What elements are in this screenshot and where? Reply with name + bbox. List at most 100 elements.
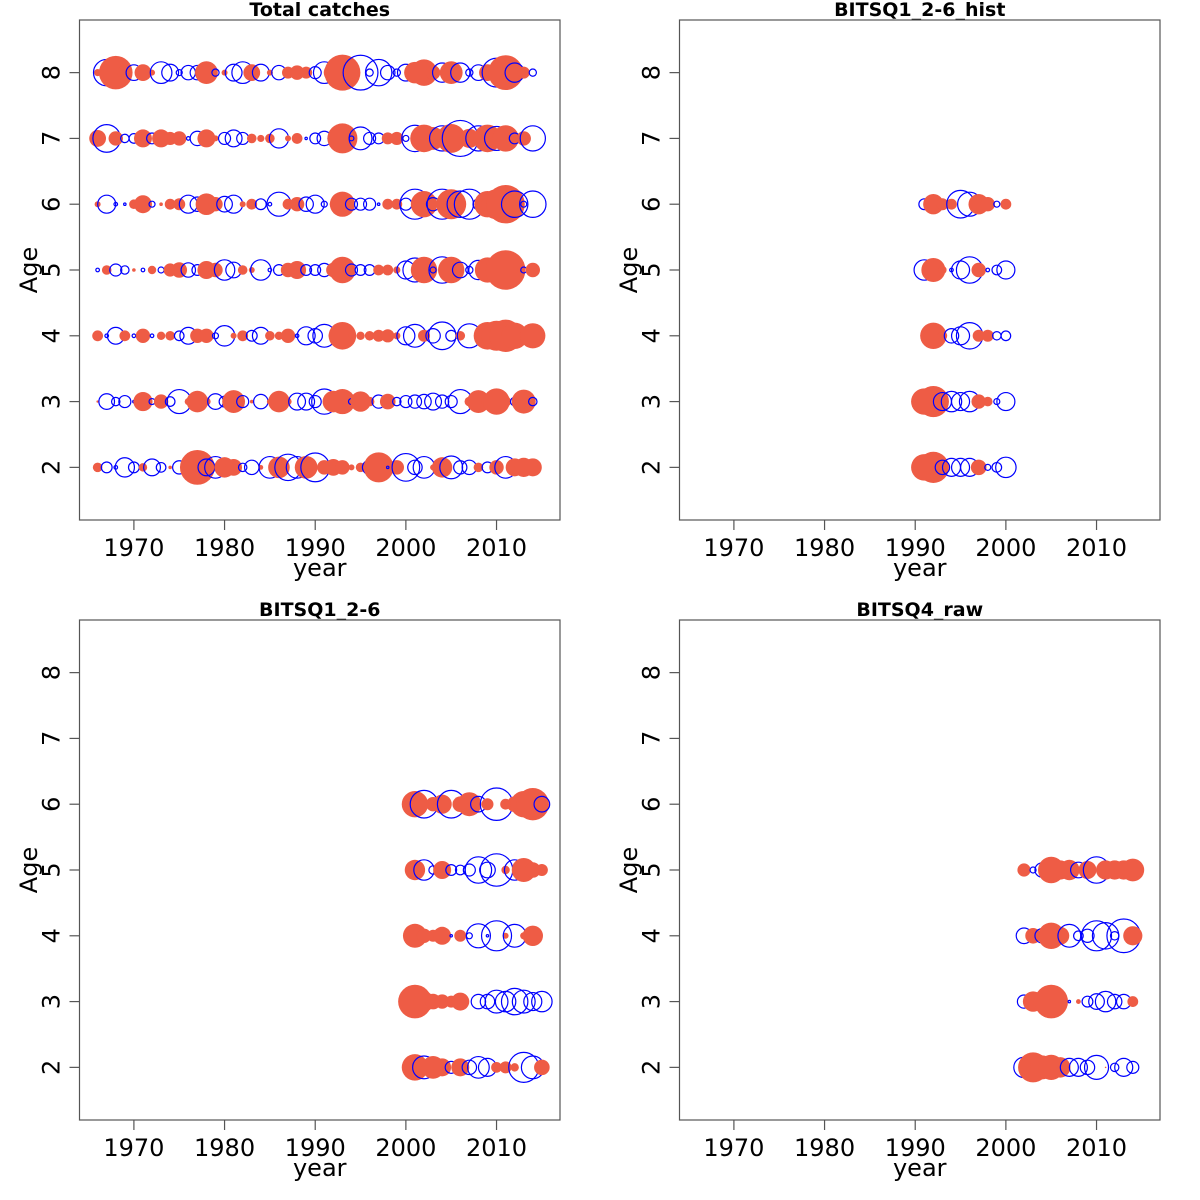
- bubble-positive: [199, 328, 214, 343]
- bubble-positive: [936, 198, 949, 211]
- bubble-negative: [465, 68, 474, 77]
- bubble-negative: [531, 990, 553, 1013]
- bubble-positive: [327, 123, 358, 154]
- bubble-negative: [140, 267, 146, 273]
- bubble-positive: [451, 1058, 470, 1077]
- bubble-negative: [297, 392, 316, 411]
- panel-title: BITSQ1_2-6: [259, 599, 380, 621]
- bubble-negative: [363, 197, 377, 211]
- bubble-positive: [147, 265, 157, 275]
- bubble-negative: [309, 264, 322, 277]
- y-axis-label: Age: [615, 247, 643, 293]
- bubble-positive: [294, 455, 318, 479]
- y-tick-label: 3: [38, 994, 66, 1009]
- bubble-positive: [300, 66, 313, 79]
- bubble-negative: [950, 391, 971, 412]
- bubble-negative: [114, 457, 136, 478]
- x-tick-label: 1980: [194, 1134, 255, 1162]
- bubble-negative: [157, 266, 165, 274]
- bubble-negative: [392, 396, 402, 407]
- bubbles-layer: [89, 54, 547, 485]
- bubble-positive: [289, 197, 305, 212]
- bubble-positive: [92, 462, 103, 473]
- bubble-negative: [407, 394, 423, 409]
- bubble-positive: [535, 864, 548, 876]
- y-tick-label: 7: [38, 731, 66, 746]
- bubble-negative: [1000, 330, 1012, 342]
- bubble-positive: [433, 1058, 452, 1077]
- bubble-negative: [1094, 990, 1117, 1013]
- bubble-negative: [444, 394, 458, 409]
- bubble-negative: [991, 264, 1003, 276]
- y-tick-label: 8: [38, 65, 66, 80]
- bubble-positive: [980, 197, 995, 212]
- bubble-positive: [363, 452, 394, 483]
- bubble-negative: [298, 196, 314, 213]
- bubble-negative: [376, 202, 381, 207]
- bubble-positive: [481, 798, 494, 811]
- y-axis-label: Age: [615, 847, 643, 893]
- y-tick-label: 4: [38, 928, 66, 943]
- bubble-negative: [185, 136, 191, 141]
- x-tick-label: 2000: [975, 534, 1036, 562]
- bubble-negative: [1091, 921, 1120, 950]
- y-tick-label: 5: [638, 862, 666, 877]
- bubble-positive: [436, 189, 467, 220]
- bubble-negative: [180, 64, 197, 81]
- bubble-positive: [324, 54, 361, 91]
- bubble-negative: [211, 332, 220, 340]
- bubble-negative: [479, 861, 496, 879]
- bubble-negative: [155, 461, 167, 473]
- bubble-positive: [404, 859, 426, 881]
- x-tick-label: 2000: [375, 1134, 436, 1162]
- bubble-negative: [1126, 1060, 1140, 1074]
- bubble-positive: [923, 194, 944, 215]
- y-tick-label: 6: [638, 197, 666, 212]
- bubble-positive: [288, 261, 307, 279]
- bubble-positive: [1059, 859, 1080, 881]
- bubble-positive: [491, 1061, 502, 1073]
- bubble-negative: [148, 200, 156, 208]
- bubble-negative: [385, 465, 390, 470]
- bubble-negative: [984, 463, 992, 471]
- plot-frame: [78, 619, 561, 1121]
- bubble-negative: [992, 330, 1002, 341]
- bubble-positive: [168, 465, 172, 470]
- bubble-positive: [431, 457, 453, 478]
- bubble-negative: [943, 327, 960, 344]
- bubble-negative: [407, 459, 423, 476]
- bubble-negative: [462, 863, 476, 877]
- bubble-positive: [382, 198, 394, 210]
- bubble-positive: [433, 926, 452, 945]
- bubble-positive: [165, 330, 175, 341]
- bubble-positive: [237, 330, 249, 342]
- bubble-negative: [161, 63, 180, 82]
- bubble-positive: [138, 463, 148, 472]
- x-axis-label: year: [293, 554, 347, 582]
- bubble-negative: [110, 396, 121, 407]
- y-tick-label: 7: [638, 131, 666, 146]
- bubble-positive: [434, 994, 450, 1009]
- x-axis-label: year: [893, 1154, 947, 1182]
- bubble-positive: [473, 462, 484, 473]
- bubble-positive: [186, 390, 209, 413]
- bubble-negative: [533, 795, 551, 813]
- bubble-negative: [236, 131, 250, 146]
- bubble-negative: [143, 458, 162, 477]
- y-tick-label: 4: [638, 328, 666, 343]
- bubble-positive: [459, 128, 479, 149]
- bubble-negative: [479, 993, 496, 1010]
- bubble-negative: [445, 329, 458, 342]
- bubble-negative: [365, 68, 374, 77]
- bubble-positive: [454, 929, 467, 942]
- bubble-negative: [528, 68, 538, 77]
- bubble-positive: [265, 330, 275, 341]
- x-tick-label: 1980: [194, 534, 255, 562]
- bubble-negative: [528, 396, 538, 407]
- bubble-negative: [180, 262, 197, 278]
- bubble-negative: [300, 264, 313, 277]
- bubble-positive: [501, 322, 528, 349]
- bubble-positive: [938, 265, 947, 275]
- y-tick-label: 5: [38, 262, 66, 277]
- bubble-negative: [342, 54, 379, 91]
